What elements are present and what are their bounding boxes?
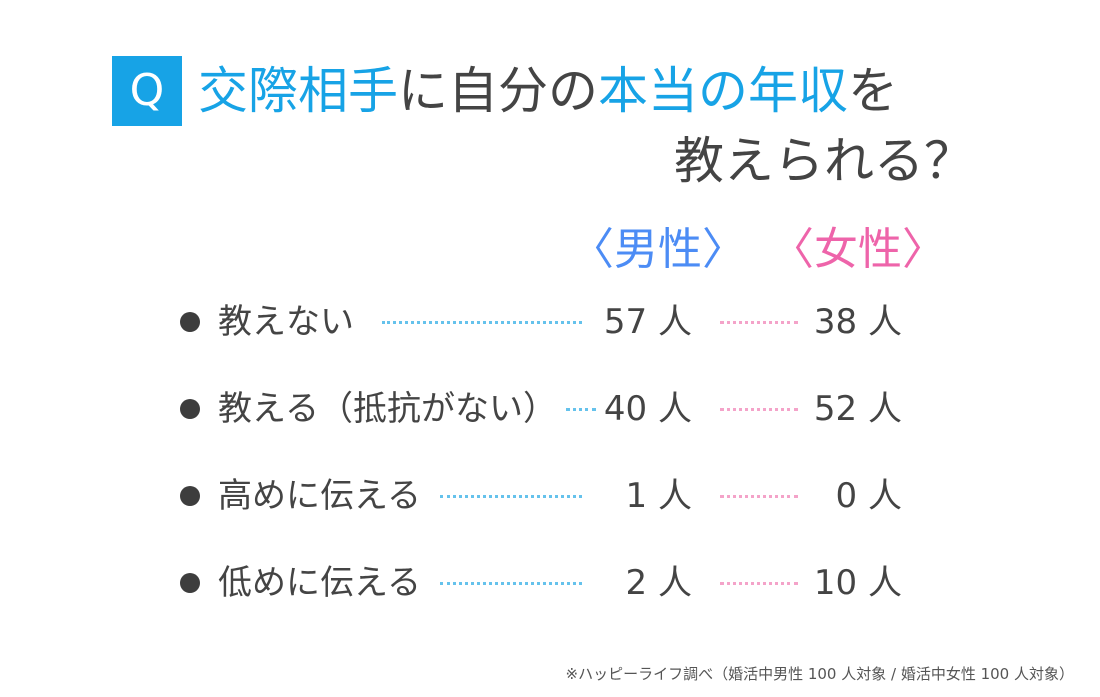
question-part-1: 交際相手 <box>198 62 398 120</box>
male-leader-dots <box>566 408 596 411</box>
row-label: 教えない <box>218 302 354 342</box>
bullet-icon <box>180 486 200 506</box>
question-part-4: を <box>848 62 898 120</box>
female-leader-dots <box>720 582 798 585</box>
male-leader-dots <box>440 582 582 585</box>
header-male: 〈男性〉 <box>570 224 746 275</box>
female-count: 10 人 <box>813 563 902 603</box>
male-leader-dots <box>440 495 582 498</box>
source-note: ※ハッピーライフ調べ（婚活中男性 100 人対象 / 婚活中女性 100 人対象… <box>565 665 1075 683</box>
table-row: 教える（抵抗がない） 40 人 52 人 <box>0 379 1100 439</box>
bullet-icon <box>180 312 200 332</box>
row-label: 教える（抵抗がない） <box>218 389 557 429</box>
female-leader-dots <box>720 321 798 324</box>
header-female: 〈女性〉 <box>770 224 946 275</box>
question-badge: Q <box>112 56 182 126</box>
male-leader-dots <box>382 321 582 324</box>
male-count: 2 人 <box>625 563 692 603</box>
table-row: 高めに伝える 1 人 0 人 <box>0 466 1100 526</box>
question-line-1: 交際相手に自分の本当の年収を <box>198 58 898 124</box>
male-count: 1 人 <box>625 476 692 516</box>
row-label: 高めに伝える <box>218 476 421 516</box>
row-label: 低めに伝える <box>218 563 421 603</box>
question-line-2: 教えられる？ <box>674 132 974 190</box>
female-leader-dots <box>720 495 798 498</box>
bullet-icon <box>180 399 200 419</box>
bullet-icon <box>180 573 200 593</box>
table-row: 教えない 57 人 38 人 <box>0 292 1100 352</box>
male-count: 57 人 <box>603 302 692 342</box>
question-part-3: 本当の年収 <box>598 62 848 120</box>
female-count: 52 人 <box>813 389 902 429</box>
female-count: 0 人 <box>835 476 902 516</box>
male-count: 40 人 <box>603 389 692 429</box>
female-count: 38 人 <box>813 302 902 342</box>
table-row: 低めに伝える 2 人 10 人 <box>0 553 1100 613</box>
female-leader-dots <box>720 408 798 411</box>
question-part-2: に自分の <box>398 62 598 120</box>
